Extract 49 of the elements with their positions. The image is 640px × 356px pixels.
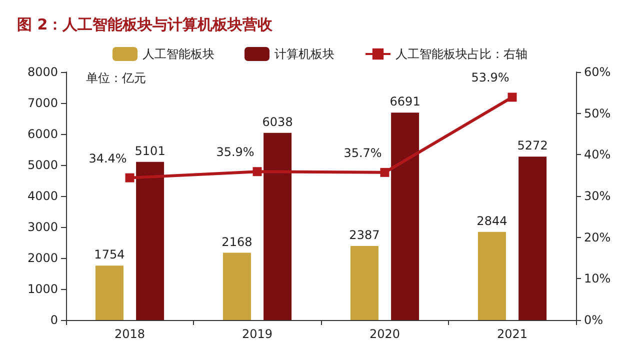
y2-tick-label: 60% <box>584 65 611 79</box>
y-tick-label: 4000 <box>27 189 58 203</box>
bar <box>95 266 124 320</box>
data-label: 53.9% <box>471 70 510 85</box>
data-label: 35.9% <box>216 145 254 160</box>
data-label: 35.7% <box>344 146 382 160</box>
y2-tick-label: 20% <box>584 230 611 244</box>
x-tick-label: 2018 <box>114 327 146 341</box>
bar <box>518 156 547 320</box>
point <box>125 173 134 182</box>
data-label: 1754 <box>94 248 125 262</box>
x-tick-label: 2021 <box>496 327 528 341</box>
y-tick-label: 3000 <box>27 220 58 234</box>
bar <box>222 252 251 320</box>
data-label: 6691 <box>390 94 420 109</box>
data-label: 2387 <box>349 228 380 242</box>
legend-label: 计算机板块 <box>274 47 334 61</box>
y-tick-label: 1000 <box>27 282 58 296</box>
y-tick-label: 5000 <box>27 158 58 172</box>
y-tick-label: 2000 <box>27 251 58 265</box>
bar <box>391 112 420 320</box>
point <box>380 168 390 177</box>
y2-tick-label: 0% <box>584 313 604 327</box>
data-label: 34.4% <box>88 151 127 166</box>
x-tick-label: 2020 <box>369 327 400 341</box>
y2-tick-label: 50% <box>584 106 611 120</box>
data-label: 2844 <box>476 214 508 228</box>
data-label: 6038 <box>262 114 293 129</box>
legend-label: 人工智能板块 <box>142 47 214 61</box>
chart-title: 图 2：人工智能板块与计算机板块营收 <box>17 16 274 34</box>
y2-tick-label: 30% <box>584 189 611 203</box>
y2-tick-label: 10% <box>584 272 611 286</box>
data-label: 5101 <box>134 144 166 158</box>
point <box>252 167 262 176</box>
y-tick-label: 6000 <box>27 127 58 141</box>
x-tick-label: 2019 <box>242 327 273 341</box>
point <box>508 92 517 102</box>
bar <box>350 246 378 320</box>
y-tick-label: 8000 <box>27 65 58 79</box>
legend-label: 人工智能板块占比：右轴 <box>396 47 528 61</box>
annotation: 单位：亿元 <box>86 71 146 85</box>
bar <box>264 132 292 320</box>
data-label: 5272 <box>517 138 548 153</box>
bar <box>136 162 164 320</box>
data-label: 2168 <box>222 234 252 249</box>
y-tick-label: 7000 <box>27 96 58 110</box>
bar <box>478 232 506 320</box>
y2-tick-label: 40% <box>584 148 611 162</box>
y-tick-label: 0 <box>50 313 58 327</box>
